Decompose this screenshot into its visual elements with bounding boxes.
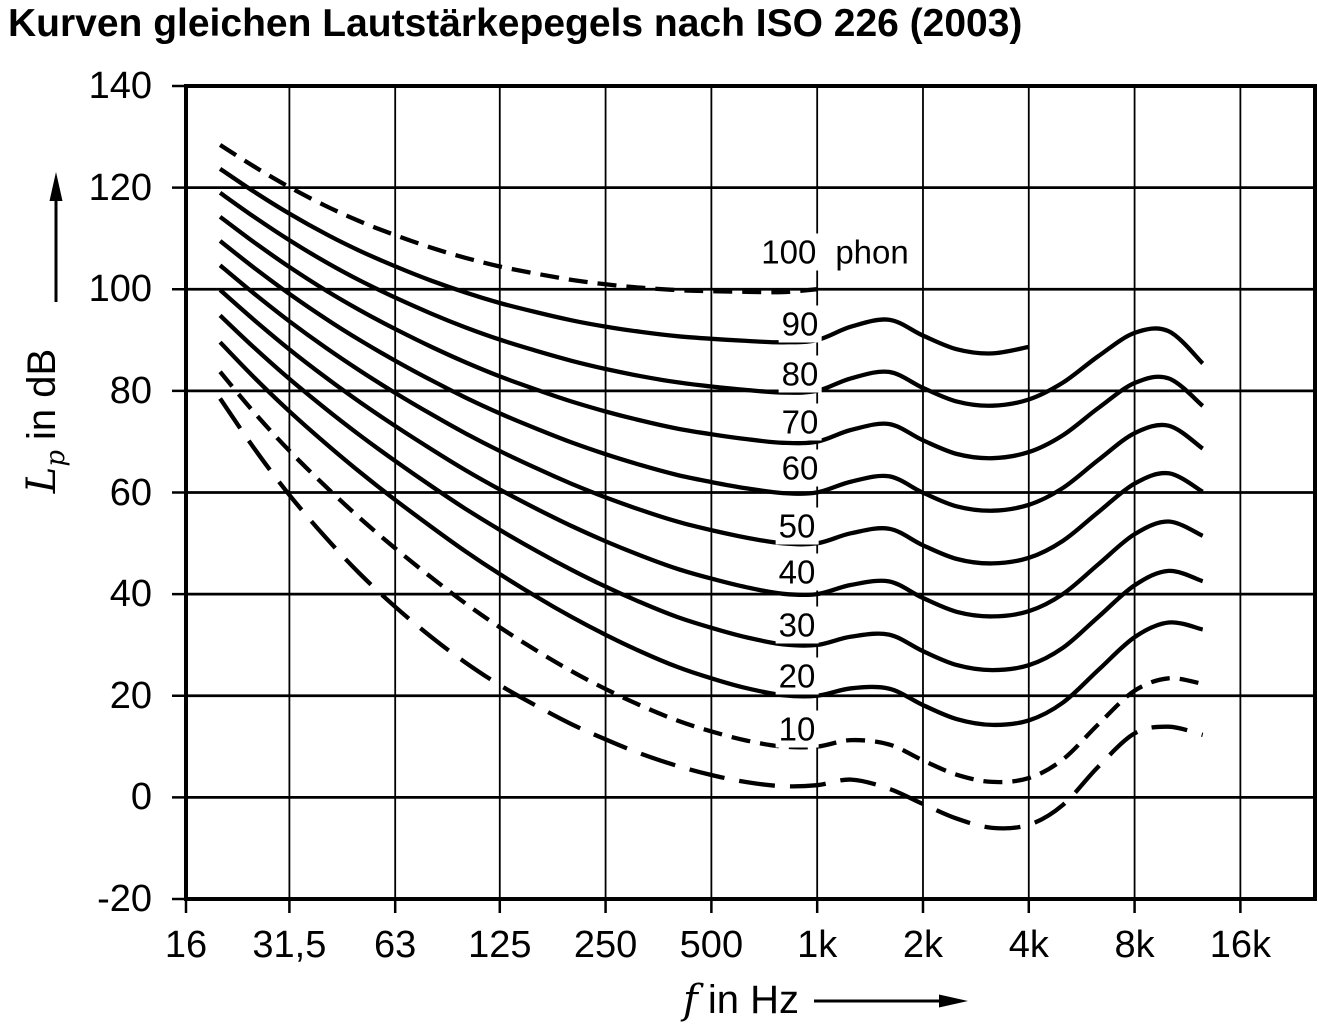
y-tick-label-80: 80 [109,369,152,412]
curve-label-word: phon [832,233,912,271]
curve-50-phon [218,263,1204,566]
x-axis-arrow-head [939,994,968,1008]
x-tick-label-8k: 8k [1114,924,1155,966]
x-tick-label-63: 63 [374,924,417,966]
curve-80-phon [218,191,1205,408]
x-tick-label-16k: 16k [1209,924,1272,966]
plot-border [184,84,1317,901]
curve-label-30: 30 [775,606,819,644]
curve-30-phon [218,313,1204,673]
curve-label-40: 40 [775,553,819,591]
curve-label-word: 90 [778,305,822,343]
curve-label-10: 10 [775,710,819,748]
x-tick-label-500: 500 [679,924,744,966]
y-tick-label-40: 40 [109,573,152,616]
x-tick-label-2k: 2k [902,924,944,966]
x-tick-label-1k: 1k [797,924,838,966]
y-tick-label-20: 20 [109,674,152,717]
y-tick-label-100: 100 [88,268,152,311]
x-axis-unit-text: in Hz [707,978,799,1022]
curve-label-word: 30 [775,606,819,644]
x-tick-label-250: 250 [573,924,638,966]
curve-90-phon [218,167,1030,356]
curve-hearing-threshold [218,397,1204,831]
chart-title: Kurven gleichen Lautstärkepegels nach IS… [8,2,1023,45]
x-tick-label-16: 16 [164,924,208,966]
curve-label-50: 50 [775,507,819,545]
x-tick-label-125: 125 [468,924,532,966]
y-tick-label-120: 120 [88,166,152,209]
curve-40-phon [218,288,1204,619]
curve-70-phon [218,215,1205,461]
curve-20-phon [218,340,1204,728]
curve-label-word: 80 [778,355,822,393]
curve-label-word: 100 [758,233,820,271]
y-axis-arrow-head [49,172,63,201]
x-tick-label-31,5: 31,5 [252,924,327,966]
y-axis-symbol-subscript: p [41,449,71,467]
curve-label-word: 20 [775,657,819,695]
curve-60-phon [218,239,1204,513]
curve-label-70: 70 [778,403,822,441]
curve-label-90: 90 [778,305,822,343]
y-tick-label-60: 60 [109,471,152,514]
curve-10-phon [218,370,1204,785]
curve-label-60: 60 [778,449,822,487]
curve-label-word: 50 [775,507,819,545]
curve-label-80: 80 [778,355,822,393]
curve-label-word: 70 [778,403,822,441]
curve-label-100-phon: 100 phon [758,233,912,271]
x-axis-symbol: f [683,977,698,1023]
x-tick-label-4k: 4k [1008,924,1049,966]
x-axis-title: f in Hz [683,977,799,1023]
curve-label-20: 20 [775,657,819,695]
y-tick-label-140: 140 [88,65,152,107]
y-tick-label-0: 0 [130,776,152,819]
curve-label-word: 10 [775,710,819,748]
curve-label-word: 40 [775,553,819,591]
y-tick-label--20: -20 [97,878,152,920]
curve-label-word: 60 [778,449,822,487]
curve-100-phon [218,143,818,295]
